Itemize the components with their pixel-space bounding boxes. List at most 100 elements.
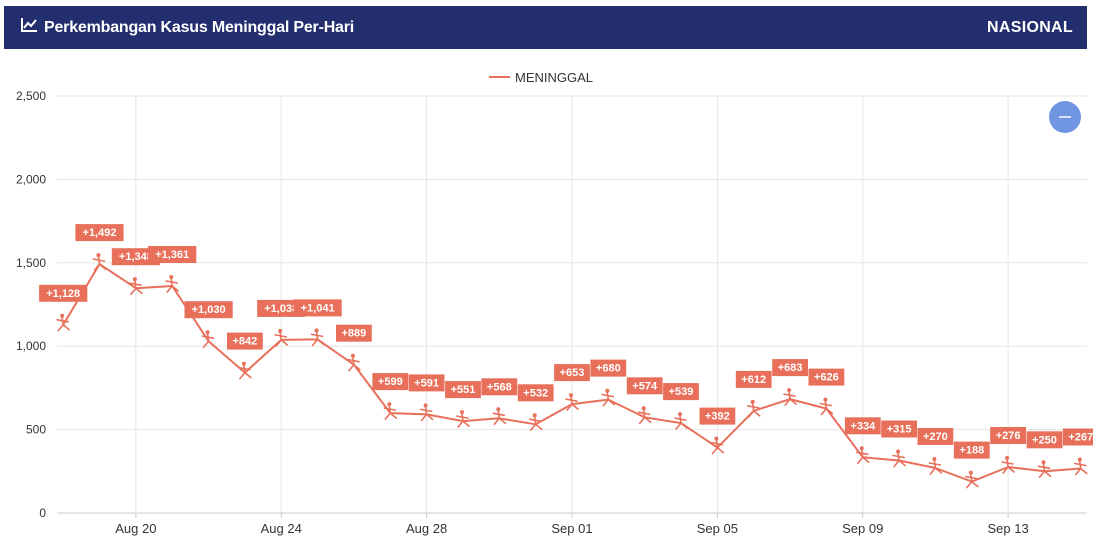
y-tick-label: 1,000 — [16, 339, 46, 353]
marker-head — [496, 407, 501, 412]
marker-arms — [310, 333, 324, 338]
data-point-marker[interactable] — [1037, 460, 1052, 479]
data-label-box — [626, 377, 663, 395]
data-point-marker[interactable] — [129, 277, 143, 295]
data-label-box — [336, 324, 372, 342]
data-point-marker[interactable] — [892, 449, 906, 468]
header-left: Perkembangan Kasus Meninggal Per-Hari — [20, 17, 354, 38]
marker-arms — [710, 441, 724, 446]
marker-head — [932, 457, 937, 461]
zoom-out-button[interactable] — [1049, 101, 1081, 133]
marker-leg-left — [130, 287, 137, 295]
marker-leg-right — [825, 407, 834, 415]
marker-leg-left — [57, 323, 65, 332]
data-point-marker[interactable] — [201, 330, 216, 349]
marker-arms — [1037, 465, 1051, 470]
line-chart-icon — [20, 17, 38, 38]
data-point-marker[interactable] — [1074, 457, 1088, 476]
chart-header: Perkembangan Kasus Meninggal Per-Hari NA… — [4, 6, 1087, 49]
marker-head — [714, 436, 719, 441]
marker-leg-right — [207, 340, 216, 348]
marker-leg-right — [861, 456, 870, 464]
data-point-marker[interactable] — [528, 413, 543, 432]
data-point-marker[interactable] — [855, 446, 870, 465]
marker-leg-right — [280, 339, 289, 346]
data-label-box — [844, 417, 881, 435]
marker-arms — [456, 415, 469, 419]
data-label: +1,128 — [46, 288, 80, 300]
data-point-marker[interactable] — [674, 412, 688, 430]
data-point-marker[interactable] — [165, 275, 179, 293]
marker-leg-right — [1007, 466, 1015, 473]
data-point-marker[interactable] — [710, 436, 725, 455]
marker-leg-left — [239, 371, 246, 380]
data-label: +270 — [923, 431, 948, 443]
data-point-marker[interactable] — [746, 399, 761, 418]
data-point-marker[interactable] — [419, 403, 434, 422]
data-point-marker[interactable] — [56, 313, 71, 332]
data-label-box — [408, 374, 445, 392]
marker-leg-right — [316, 338, 325, 346]
data-label-box — [227, 332, 263, 350]
data-point-marker[interactable] — [238, 361, 252, 380]
data-point-marker[interactable] — [456, 410, 470, 428]
x-tick-label: Sep 09 — [842, 521, 883, 536]
chart-legend[interactable]: MENINGGAL — [489, 70, 593, 85]
marker-arms — [129, 282, 142, 286]
data-label-box — [257, 299, 306, 317]
data-point-marker[interactable] — [274, 328, 289, 347]
marker-arms — [601, 393, 615, 398]
data-label-box — [917, 428, 954, 445]
y-tick-label: 0 — [39, 506, 46, 520]
marker-head — [787, 388, 792, 393]
marker-arms — [419, 408, 433, 413]
data-point-marker[interactable] — [1001, 456, 1015, 474]
marker-head — [350, 353, 355, 358]
marker-leg-left — [420, 413, 428, 422]
marker-leg-right — [171, 285, 179, 292]
data-point-marker[interactable] — [492, 407, 507, 426]
data-point-marker[interactable] — [565, 393, 579, 411]
marker-arms — [528, 418, 542, 423]
marker-arms — [165, 280, 178, 284]
marker-head — [169, 275, 174, 279]
data-label-box — [1026, 431, 1063, 449]
marker-arms — [383, 407, 397, 411]
data-point-marker[interactable] — [92, 253, 107, 271]
y-tick-label: 2,500 — [16, 89, 46, 103]
marker-leg-left — [1038, 470, 1046, 479]
y-tick-label: 1,500 — [16, 256, 46, 270]
data-point-marker[interactable] — [819, 397, 834, 416]
marker-arms — [1001, 461, 1014, 465]
data-point-marker[interactable] — [964, 470, 979, 489]
marker-arms — [637, 411, 651, 416]
marker-arms — [565, 398, 578, 402]
data-label: +267 — [1068, 432, 1093, 444]
marker-head — [605, 388, 610, 393]
marker-leg-right — [135, 287, 143, 294]
data-point-marker[interactable] — [347, 353, 361, 372]
marker-leg-left — [711, 446, 719, 455]
x-tick-label: Aug 28 — [406, 521, 447, 536]
data-point-marker[interactable] — [601, 388, 616, 407]
marker-leg-left — [202, 340, 210, 349]
marker-head — [641, 406, 646, 411]
header-title: Perkembangan Kasus Meninggal Per-Hari — [44, 18, 355, 36]
data-label: +188 — [959, 445, 984, 457]
x-tick-label: Sep 01 — [551, 521, 592, 536]
data-label-box — [590, 359, 627, 377]
data-point-marker[interactable] — [637, 406, 652, 425]
y-tick-label: 2,000 — [16, 172, 46, 186]
data-point-marker[interactable] — [383, 402, 398, 420]
data-label: +653 — [560, 367, 585, 379]
data-point-marker[interactable] — [310, 328, 325, 347]
marker-arms — [92, 258, 106, 262]
data-point-marker[interactable] — [783, 388, 797, 406]
marker-head — [968, 470, 973, 475]
marker-leg-right — [462, 420, 470, 427]
marker-arms — [274, 334, 288, 338]
marker-leg-left — [893, 459, 900, 468]
marker-head — [387, 402, 392, 407]
marker-leg-left — [1075, 467, 1082, 476]
data-point-marker[interactable] — [928, 457, 943, 475]
